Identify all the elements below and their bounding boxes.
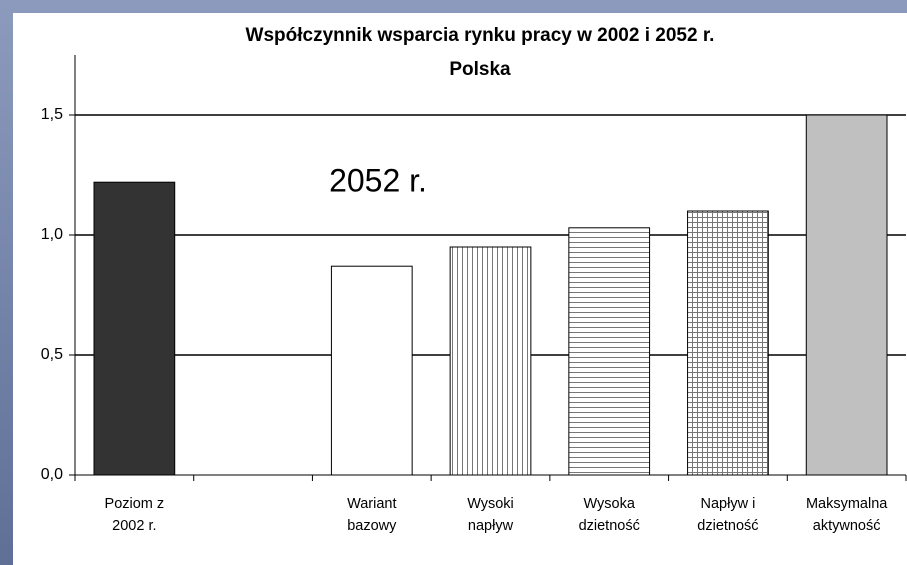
bar [330, 265, 413, 476]
x-tick-label: Napływ i [701, 496, 756, 512]
y-tick-label: 1,0 [41, 226, 63, 243]
x-tick-label: aktywność [813, 518, 881, 534]
x-tick-label: napływ [468, 518, 514, 534]
annotation: 2052 r. [329, 162, 427, 198]
bar [568, 227, 651, 476]
x-tick-label: 2002 r. [112, 518, 156, 534]
x-tick-label: dzietność [579, 518, 640, 534]
bar [687, 210, 769, 476]
bar [449, 246, 532, 476]
x-tick-label: Wysoka [583, 496, 635, 512]
x-tick-label: Wariant [347, 496, 396, 512]
x-tick-label: Wysoki [467, 496, 514, 512]
x-tick-label: bazowy [347, 518, 397, 534]
chart-title: Współczynnik wsparcia rynku pracy w 2002… [246, 25, 715, 46]
x-tick-label: Poziom z [105, 496, 165, 512]
chart-subtitle: Polska [449, 59, 511, 80]
y-tick-label: 0,5 [41, 346, 63, 363]
y-tick-label: 0,0 [41, 466, 63, 483]
x-tick-label: dzietność [697, 518, 758, 534]
bar [93, 181, 176, 476]
y-tick-label: 1,5 [41, 106, 63, 123]
bar [805, 114, 888, 476]
x-tick-label: Maksymalna [806, 496, 888, 512]
